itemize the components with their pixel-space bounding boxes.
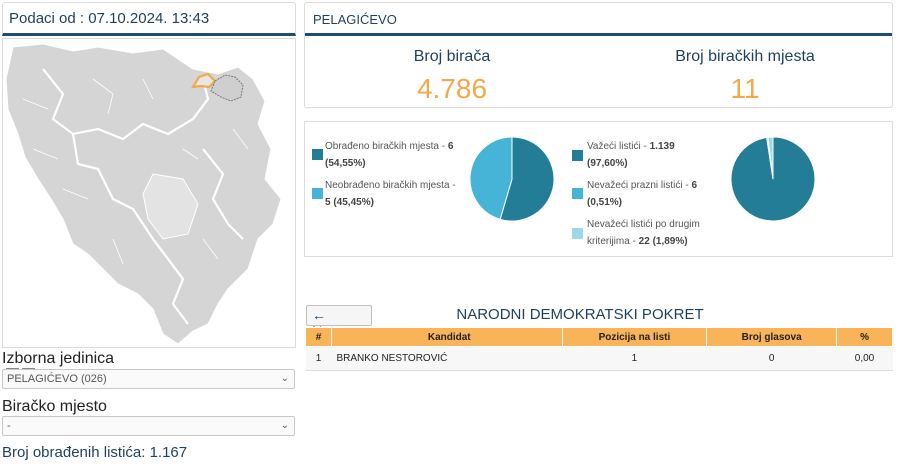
row-num: 1: [305, 346, 332, 371]
municipality-name: PELAGIĆEVO: [313, 12, 397, 27]
station-label: Biračko mjesto: [2, 398, 107, 415]
report-time: Podaci od : 07.10.2024. 13:43: [9, 10, 210, 27]
entity-boundary: [42, 68, 244, 325]
ballots-pie-chart: [730, 136, 816, 222]
legend-swatch-empty: [572, 188, 583, 199]
row-candidate: BRANKO NESTOROVIĆ: [331, 346, 563, 371]
station-select[interactable]: - ⌄: [2, 416, 295, 436]
col-votes[interactable]: Broj glasova: [706, 327, 838, 347]
stations-pie-chart: [469, 136, 555, 222]
legend-unprocessed: Neobrađeno biračkih mjesta - 5 (45,45%): [325, 180, 456, 208]
unit-label: Izborna jedinica: [2, 350, 115, 367]
legend-swatch-processed: [312, 149, 323, 160]
col-candidate[interactable]: Kandidat: [330, 327, 563, 347]
stations-label: Broj biračkih mjesta: [675, 48, 815, 65]
party-name: NARODNI DEMOKRATSKI POKRET: [456, 306, 704, 323]
report-time-header: Podaci od : 07.10.2024. 13:43: [2, 2, 296, 36]
legend-swatch-unprocessed: [312, 188, 323, 199]
col-position[interactable]: Pozicija na listi: [561, 327, 708, 347]
row-position: 1: [562, 346, 707, 371]
processed-ballots-count: Broj obrađenih listića: 1.167: [2, 444, 188, 461]
back-button[interactable]: ← Natrag: [306, 305, 372, 339]
unit-select-value: PELAGIĆEVO (026): [7, 373, 107, 385]
chevron-down-icon: ⌄: [280, 373, 289, 384]
stations-pie-slice-0[interactable]: [499, 136, 555, 222]
municipality-header: PELAGIĆEVO: [305, 3, 892, 36]
legend-valid: Važeći listići - 1.139 (97,60%): [587, 141, 675, 169]
legend-empty: Nevažeći prazni listići - 6 (0,51%): [587, 180, 698, 208]
voters-value: 4.786: [416, 73, 488, 104]
municipality-summary: PELAGIĆEVO Broj birača 4.786 Broj biračk…: [304, 2, 893, 108]
stations-pie-slice-1[interactable]: [469, 136, 513, 220]
table-header-row: # Kandidat Pozicija na listi Broj glasov…: [305, 327, 893, 347]
legend-other: Nevažeći listići po drugim kriterijima -…: [587, 219, 700, 247]
table-row[interactable]: 1 BRANKO NESTOROVIĆ 1 0 0,00: [305, 346, 893, 371]
inner-region[interactable]: [142, 173, 199, 240]
country-map-svg[interactable]: [3, 39, 295, 347]
col-percent[interactable]: %: [836, 327, 893, 347]
voters-label: Broj birača: [413, 48, 491, 65]
station-select-value: -: [7, 420, 11, 432]
stats-panel: Obrađeno biračkih mjesta - 6 (54,55%) Ne…: [304, 121, 893, 257]
stations-value: 11: [730, 73, 760, 104]
municipality-borders: [22, 78, 249, 265]
col-num[interactable]: #: [305, 327, 332, 347]
row-votes: 0: [706, 346, 837, 371]
ballots-pie-slice-2[interactable]: [767, 136, 774, 180]
arrow-left-icon: ←: [312, 307, 326, 323]
row-percent: 0,00: [836, 346, 893, 371]
unit-select[interactable]: PELAGIĆEVO (026) ⌄: [2, 369, 295, 389]
legend-swatch-valid: [572, 150, 583, 161]
chevron-down-icon: ⌄: [280, 420, 289, 431]
results-table: # Kandidat Pozicija na listi Broj glasov…: [305, 327, 893, 371]
legend-processed: Obrađeno biračkih mjesta - 6 (54,55%): [325, 141, 454, 169]
neighbor-region[interactable]: [210, 74, 244, 102]
election-map[interactable]: + -: [2, 38, 296, 383]
legend-swatch-other: [572, 228, 583, 239]
